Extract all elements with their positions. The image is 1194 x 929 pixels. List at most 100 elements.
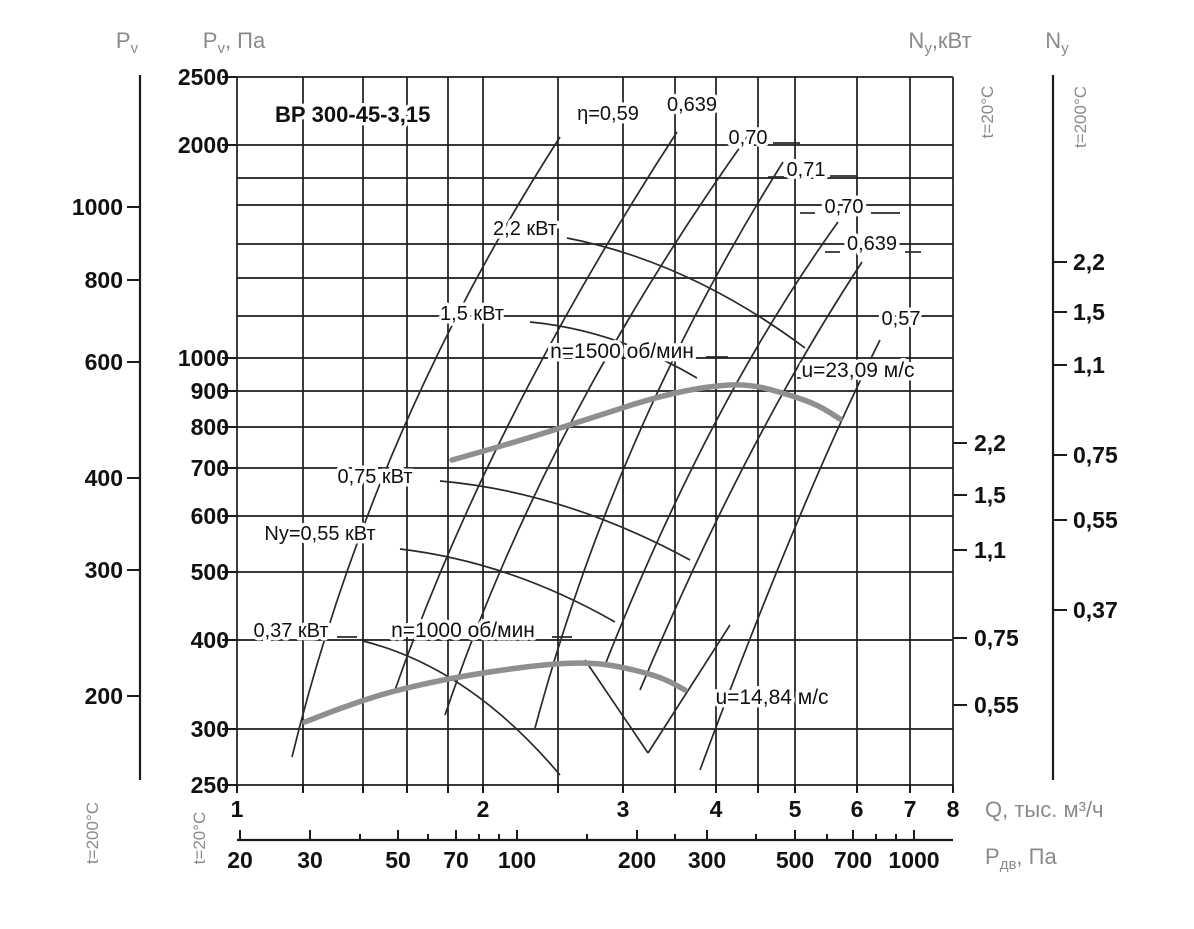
axis-name-n200: Nу [1045,28,1069,57]
fan-curves [302,356,843,725]
efficiency-line [639,261,863,691]
power-curve [399,548,616,623]
temp-label: t=20°C [190,812,209,865]
efficiency-label: 0,639 [847,233,897,255]
axis-q: 1 2 3 4 5 6 7 8 Q, тыс. м³/ч [231,785,1103,822]
tick-label: 2 [477,796,490,822]
axis-name-pw: Pv, Па [203,28,266,57]
efficiency-line-tail [584,659,649,754]
tick-label: 200 [618,847,656,873]
tick-label: 700 [191,455,229,481]
tick-label: 700 [834,847,872,873]
tick-label: 600 [191,503,229,529]
efficiency-label: 0,57 [882,308,921,330]
efficiency-line [604,221,839,666]
tick-label: 2,2 [1073,249,1105,275]
tick-label: 100 [498,847,536,873]
temp-label: t=20°C [978,86,997,139]
tick-label: 70 [443,847,469,873]
tick-label: 400 [191,627,229,653]
tick-label: 900 [191,378,229,404]
tick-label: 7 [904,796,917,822]
tick-label: 6 [851,796,864,822]
tick-label: 1,5 [974,482,1006,508]
u-label: u=23,09 м/с [801,359,914,382]
curve-labels: ВР 300-45-3,15 η=0,59 0,639 0,70 0,71 0,70 0,6… [250,91,924,713]
tick-label: 0,55 [1073,507,1118,533]
power-curves [362,237,806,776]
axis-pv-200: 1000 800 600 400 300 200 Pv t=200°C [72,28,142,864]
axis-n-20: 2,2 1,5 1,1 0,75 0,55 Nу,кВт t=20°C [908,28,1019,718]
axis-pw-20: 2500 2000 1000 900 800 700 600 500 400 300 250 Pv, … [178,28,266,864]
tick-label: 2,2 [974,430,1006,456]
tick-label: 1000 [72,194,123,220]
power-curve [529,321,698,379]
power-label: 1,5 кВт [440,303,504,325]
temp-label: t=200°C [83,802,102,864]
tick-label: 800 [85,267,123,293]
fan-curve-n1500 [449,382,843,463]
tick-label: 1,1 [974,537,1006,563]
tick-label: 0,75 [1073,442,1118,468]
tick-label: 1000 [178,345,229,371]
tick-label: 300 [85,557,123,583]
fan-curve-n1000 [302,660,688,725]
tick-label: 8 [947,796,960,822]
power-curve [439,480,691,561]
power-label: 0,37 кВт [253,620,328,642]
gridlines [236,76,954,786]
efficiency-label: 0,70 [825,196,864,218]
tick-label: 500 [191,559,229,585]
chart-title: ВР 300-45-3,15 [275,102,430,127]
rpm-label: n=1000 об/мин [391,619,535,642]
axis-pdv: 20 30 50 70 100 200 300 500 700 1000 Pдв, Па [227,830,1057,873]
efficiency-label: η=0,59 [577,103,639,125]
rpm-label: n=1500 об/мин [550,340,694,363]
axis-name-pdv: Pдв, Па [985,844,1057,873]
tick-label: 500 [776,847,814,873]
power-label: Nу=0,55 кВт [264,523,375,545]
efficiency-line [699,339,881,771]
axis-name-pv: Pv [116,28,139,57]
tick-label: 0,55 [974,692,1019,718]
tick-label: 0,75 [974,625,1019,651]
power-label: 0,75 кВт [337,466,412,488]
power-curve [362,640,561,776]
efficiency-line [534,161,784,729]
tick-label: 300 [688,847,726,873]
tick-label: 2500 [178,64,229,90]
axis-n-200: 2,2 1,5 1,1 0,75 0,55 0,37 Nу t=200°C [1045,28,1118,780]
tick-label: 250 [191,772,229,798]
tick-label: 800 [191,414,229,440]
temp-label: t=200°C [1071,86,1090,148]
tick-label: 600 [85,349,123,375]
tick-label: 3 [617,796,630,822]
power-curve [566,237,806,349]
efficiency-line-tail [647,624,731,754]
tick-label: 50 [385,847,411,873]
tick-label: 30 [297,847,323,873]
tick-label: 1,1 [1073,352,1105,378]
tick-label: 2000 [178,132,229,158]
tick-label: 1000 [888,847,939,873]
tick-label: 5 [789,796,802,822]
tick-label: 1,5 [1073,299,1105,325]
tick-label: 4 [710,796,723,822]
efficiency-label: 0,71 [787,159,826,181]
tick-label: 300 [191,716,229,742]
tick-label: 20 [227,847,253,873]
efficiency-label: 0,70 [729,127,768,149]
tick-label: 1 [231,796,244,822]
tick-label: 200 [85,683,123,709]
axis-name-q: Q, тыс. м³/ч [985,797,1103,822]
efficiency-line [291,136,561,758]
power-label: 2,2 кВт [493,218,557,240]
efficiency-line [394,131,678,691]
efficiency-lines [291,131,921,771]
tick-label: 400 [85,465,123,491]
efficiency-label: 0,639 [667,94,717,116]
u-label: u=14,84 м/с [715,686,828,709]
